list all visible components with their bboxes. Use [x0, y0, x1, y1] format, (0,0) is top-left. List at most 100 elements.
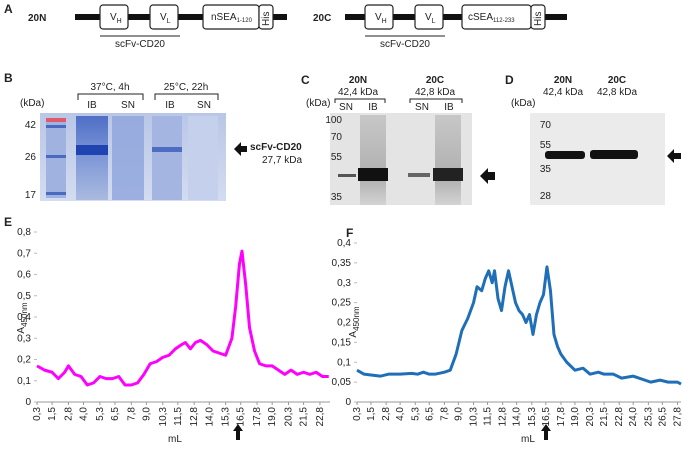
- protein-name: 20N: [554, 75, 572, 86]
- x-tick-label: 21,5: [599, 407, 610, 427]
- construct-name: 20N: [28, 13, 46, 24]
- panel-a: A 20N VH VL nSEA1-120 His scFv-CD20 20C …: [4, 2, 567, 50]
- marker-label: 26: [25, 152, 37, 163]
- product-label: scFv-CD20: [250, 142, 302, 153]
- panel-label: D: [505, 73, 514, 87]
- y-tick-label: 0,8: [17, 227, 31, 238]
- y-tick-label: 0,1: [17, 376, 31, 387]
- x-tick-label: 25,3: [643, 407, 654, 427]
- x-tick-label: 6,5: [424, 407, 435, 421]
- x-tick-label: 20,3: [284, 407, 295, 427]
- domain: [149, 4, 179, 30]
- y-tick-label: 0,15: [332, 337, 352, 348]
- domain: [414, 4, 444, 30]
- x-tick-label: 9,0: [141, 407, 152, 421]
- lane-label: IB: [165, 100, 175, 111]
- panel-label: C: [301, 73, 310, 87]
- x-tick-label: 21,5: [299, 407, 310, 427]
- y-axis-label-sub: 450nm: [352, 306, 361, 331]
- y-axis-label: A450nm: [348, 306, 361, 337]
- x-tick-label: 17,8: [252, 407, 263, 427]
- x-tick-label: 7,8: [439, 407, 450, 421]
- domain: [99, 4, 129, 30]
- data-line: [356, 265, 682, 386]
- gel-band: [76, 145, 108, 155]
- x-tick-label: 19,0: [570, 407, 581, 427]
- y-tick-label: 0,25: [332, 298, 352, 309]
- tag: [530, 4, 546, 30]
- marker-label: 100: [325, 115, 342, 126]
- x-tick-label: 24,0: [628, 407, 639, 427]
- panel-d: D 20N 42,4 kDa 20C 42,8 kDa (kDa) 70 55 …: [505, 73, 681, 205]
- lane-label: SN: [197, 100, 211, 111]
- arrow: [667, 149, 681, 163]
- x-tick-label: 15,3: [221, 407, 232, 427]
- domain-label: VH: [375, 12, 387, 25]
- marker-label: 28: [540, 191, 552, 202]
- x-tick-label: 4,0: [395, 407, 406, 421]
- arrow: [541, 424, 551, 440]
- unit-label: (kDa): [20, 98, 44, 109]
- marker-label: 35: [540, 164, 552, 175]
- protein-mass: 42,8 kDa: [415, 87, 455, 98]
- x-tick-label: 6,5: [110, 407, 121, 421]
- tag-label: His: [533, 12, 544, 26]
- x-tick-label: 22,8: [315, 407, 326, 427]
- unit-label: (kDa): [306, 98, 330, 109]
- x-tick-label: 0,3: [352, 407, 363, 421]
- y-axis-label-main: A: [16, 327, 27, 334]
- tag: [258, 4, 274, 30]
- lane-label: SN: [121, 100, 135, 111]
- gel-lane: [152, 116, 182, 200]
- bracket-label: scFv-CD20: [380, 39, 430, 50]
- gel-band: [358, 168, 388, 181]
- domain-label: VL: [160, 12, 171, 25]
- x-axis-label: mL: [521, 434, 535, 445]
- x-tick-label: 14,0: [512, 407, 523, 427]
- gel-lane: [360, 115, 386, 205]
- gel-band: [408, 173, 430, 177]
- x-tick-label: 5,3: [95, 407, 106, 421]
- protein-name: 20C: [608, 75, 626, 86]
- lane-label: IB: [444, 102, 454, 113]
- gel-band: [338, 174, 356, 177]
- x-tick-label: 0,3: [32, 407, 43, 421]
- arrow: [233, 424, 243, 440]
- construct-name: 20C: [313, 13, 331, 24]
- gel-band: [46, 155, 66, 158]
- x-tick-label: 19,0: [267, 407, 278, 427]
- panel-c: C 20N 42,4 kDa 20C 42,8 kDa (kDa) SN IB …: [301, 73, 495, 205]
- y-tick-label: 0: [25, 397, 31, 408]
- bracket: [77, 93, 219, 100]
- domain: [364, 4, 394, 30]
- condition-label: 25°C, 22h: [164, 82, 209, 93]
- x-tick-label: 9,0: [453, 407, 464, 421]
- domain-label: VL: [425, 12, 436, 25]
- x-tick-label: 11,5: [173, 407, 184, 426]
- arrow: [480, 168, 495, 184]
- marker-label: 35: [331, 192, 343, 203]
- domain-label: nSEA1-120: [211, 12, 253, 24]
- y-tick-label: 0,05: [332, 377, 352, 388]
- protein-mass: 42,4 kDa: [543, 87, 583, 98]
- marker-label: 17: [25, 190, 37, 201]
- marker-label: 70: [540, 120, 552, 131]
- y-axis-label-sub: 450nm: [20, 302, 29, 327]
- x-tick-label: 20,3: [585, 407, 596, 427]
- gel-lane: [76, 116, 108, 200]
- bracket: [334, 98, 463, 103]
- x-tick-label: 4,0: [79, 407, 90, 421]
- gel-lane: [112, 116, 144, 200]
- y-tick-label: 0,4: [17, 312, 31, 323]
- y-tick-label: 0,3: [337, 278, 351, 289]
- x-tick-label: 27,8: [673, 407, 683, 427]
- arrow: [234, 142, 247, 156]
- y-tick-label: 0,5: [17, 291, 31, 302]
- x-tick-label: 17,8: [556, 407, 567, 427]
- gel-band: [590, 150, 638, 159]
- x-tick-label: 2,8: [63, 407, 74, 421]
- y-axis-label: A450nm: [16, 302, 29, 333]
- x-tick-label: 12,8: [189, 407, 200, 427]
- x-tick-label: 10,3: [158, 407, 169, 427]
